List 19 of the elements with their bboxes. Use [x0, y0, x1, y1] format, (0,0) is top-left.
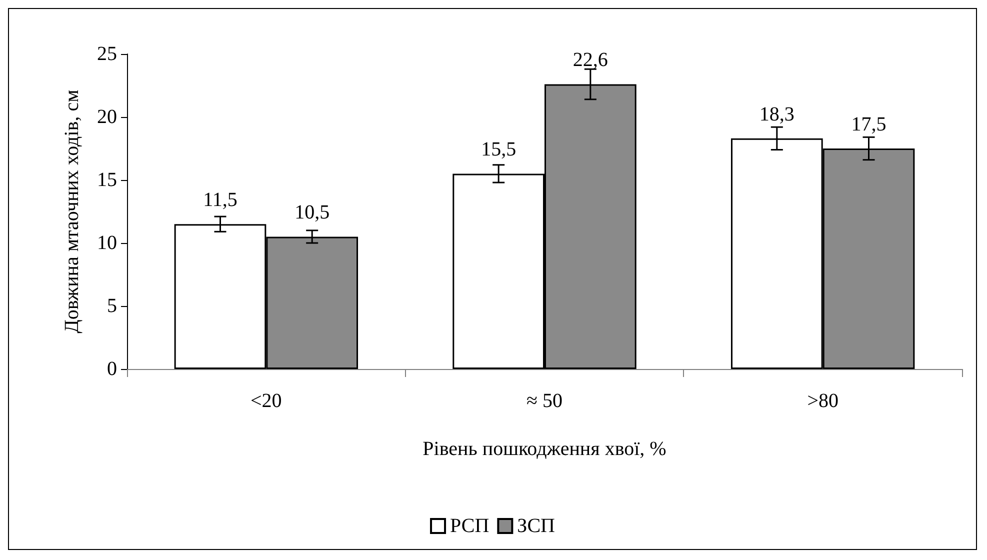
legend-label: ЗСП: [517, 515, 555, 537]
y-tick-label: 25: [97, 43, 117, 65]
data-label: 17,5: [851, 114, 886, 136]
legend-label: РСП: [450, 515, 490, 537]
data-label: 11,5: [203, 189, 238, 212]
x-axis-title: Рівень пошкодження хвої, %: [422, 438, 666, 460]
data-label: 10,5: [294, 202, 330, 224]
data-label: 22,6: [572, 49, 608, 72]
y-tick-label: 5: [107, 295, 117, 317]
y-tick-label: 20: [97, 106, 117, 128]
y-axis-title: Довжина мтаочних ходів, см: [61, 89, 83, 334]
y-tick-label: 15: [97, 169, 117, 191]
data-label: 18,3: [759, 103, 794, 126]
y-tick-label: 0: [107, 358, 117, 380]
y-tick-label: 10: [97, 232, 117, 254]
x-tick-label: <20: [250, 390, 282, 412]
x-tick-label: ≈ 50: [526, 390, 562, 412]
data-label: 15,5: [481, 138, 516, 161]
x-tick-label: >80: [807, 390, 838, 412]
